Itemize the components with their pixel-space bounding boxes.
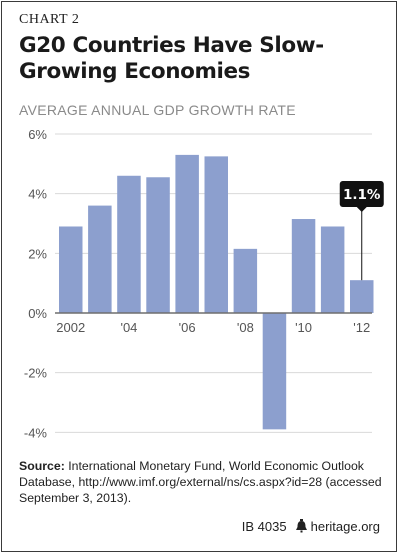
site-link[interactable]: heritage.org (310, 519, 380, 534)
x-tick-label: 2002 (56, 320, 85, 335)
bar-2003 (88, 205, 112, 313)
bar-2007 (204, 156, 228, 313)
y-tick-label: 4% (28, 187, 47, 202)
footer: IB 4035 heritage.org (0, 518, 380, 536)
source-label: Source: (19, 459, 65, 473)
bar-2012 (350, 280, 374, 313)
callout-box (339, 181, 384, 207)
source-note: Source: International Monetary Fund, Wor… (19, 458, 384, 506)
x-tick-label: '04 (120, 320, 137, 335)
callout-label: 1.1% (343, 187, 381, 203)
x-tick-label: '08 (237, 320, 254, 335)
bar-2010 (291, 219, 316, 313)
bar-2011 (320, 226, 345, 313)
chart-subtitle: AVERAGE ANNUAL GDP GROWTH RATE (19, 102, 296, 118)
chart-title: G20 Countries Have Slow-Growing Economie… (19, 33, 324, 84)
x-tick-label: '06 (179, 320, 196, 335)
source-text: International Monetary Fund, World Econo… (19, 459, 382, 505)
bar-2005 (146, 177, 170, 313)
bar-2004 (117, 175, 141, 313)
y-tick-label: -2% (24, 366, 48, 381)
y-tick-label: 6% (28, 127, 47, 142)
bar-2006 (175, 154, 199, 313)
brief-number: IB 4035 (241, 519, 287, 534)
y-tick-label: 2% (28, 246, 47, 261)
bar-2002 (59, 226, 83, 313)
x-tick-label: '12 (353, 320, 370, 335)
y-tick-label: 0% (28, 306, 47, 321)
liberty-bell-icon (295, 518, 308, 536)
x-tick-label: '10 (295, 320, 312, 335)
callout-pointer (356, 207, 367, 212)
bar-2009 (262, 313, 287, 430)
chart-number: CHART 2 (19, 12, 80, 27)
y-tick-label: -4% (24, 425, 48, 440)
bar-2008 (233, 248, 258, 313)
